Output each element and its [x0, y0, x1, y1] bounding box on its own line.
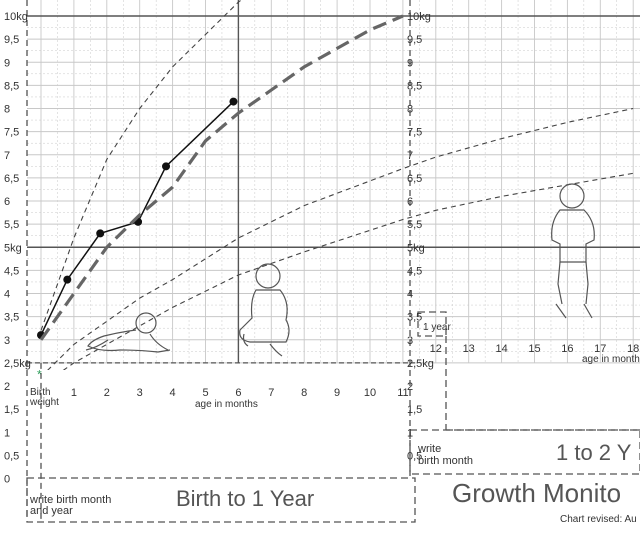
y-tick-label-left: 7 — [4, 150, 10, 162]
data-point — [162, 162, 170, 170]
y-tick-label-right: 1,5 — [407, 404, 422, 416]
x-tick-label: 9 — [334, 387, 340, 399]
y-tick-label-left: 6,5 — [4, 173, 19, 185]
write-birth-month-year-label: write birth month and year — [29, 494, 111, 517]
x-tick-label-right: 14 — [495, 343, 507, 355]
y-tick-label-right: 9,5 — [407, 34, 422, 46]
sitting-baby-icon — [240, 264, 289, 356]
revision-note: Chart revised: Au — [560, 514, 637, 525]
x-tick-label-right: 16 — [561, 343, 573, 355]
standing-toddler-icon — [552, 184, 595, 318]
y-tick-label-right: 4,5 — [407, 265, 422, 277]
data-point — [229, 98, 237, 106]
x-tick-label: 4 — [170, 387, 176, 399]
x-tick-label: 8 — [301, 387, 307, 399]
y-tick-label-right: 8,5 — [407, 80, 422, 92]
x-tick-label: 2 — [104, 387, 110, 399]
y-tick-label-left: 8 — [4, 104, 10, 116]
x-tick-label: 11 — [397, 387, 408, 399]
section-1-to-2-years: 1 to 2 Y — [556, 440, 632, 465]
y-tick-label-right: 7,5 — [407, 127, 422, 139]
y-tick-label-right: 8 — [407, 104, 413, 116]
x-tick-label-right: 13 — [463, 343, 475, 355]
one-year-label: 1 year — [423, 322, 451, 333]
section-birth-to-1-year: Birth to 1 Year — [176, 486, 314, 511]
y-tick-label-right: 3 — [407, 335, 413, 347]
y-tick-label-left: 8,5 — [4, 80, 19, 92]
axes — [27, 0, 640, 520]
y-tick-label-left: 6 — [4, 196, 10, 208]
write-birth-month-label: write birth month — [417, 443, 473, 467]
x-tick-label: 1 — [71, 387, 77, 399]
t-birth-weight-line: weight — [29, 397, 59, 408]
y-tick-label-left: 1,5 — [4, 404, 19, 416]
y-tick-label-right: 10kg — [407, 11, 431, 23]
y-tick-label-right: 5kg — [407, 242, 425, 254]
y-tick-label-left: 3 — [4, 335, 10, 347]
y-tick-label-left: 0,5 — [4, 450, 19, 462]
x-axis-label-right: age in months — [582, 354, 640, 365]
x-axis-label-left: age in months — [195, 399, 258, 410]
y-tick-label-right: 4 — [407, 289, 413, 301]
y-tick-label-left: 10kg — [4, 11, 28, 23]
x-tick-label-right: 15 — [528, 343, 540, 355]
chart-title: Growth Monito — [452, 478, 621, 508]
y-tick-label-left: 5kg — [4, 242, 22, 254]
y-tick-label-right: 1 — [407, 427, 413, 439]
y-tick-label-left: 2,5kg — [4, 358, 31, 370]
y-tick-label-right: 6 — [407, 196, 413, 208]
x-tick-label: 3 — [137, 387, 143, 399]
y-tick-label-left: 9,5 — [4, 34, 19, 46]
y-tick-label-right: 2,5kg — [407, 358, 434, 370]
y-tick-label-left: 2 — [4, 381, 10, 393]
data-point — [96, 229, 104, 237]
y-tick-label-right: 7 — [407, 150, 413, 162]
x-tick-label: 5 — [202, 387, 208, 399]
y-tick-label-left: 0 — [4, 474, 10, 486]
birth-marker: * — [37, 367, 42, 381]
x-tick-label: 10 — [364, 387, 376, 399]
y-tick-label-right: 3,5 — [407, 312, 422, 324]
y-tick-label-left: 5,5 — [4, 219, 19, 231]
grid — [27, 0, 640, 363]
t-write-right-line: write — [417, 443, 441, 455]
y-tick-label-right: 5,5 — [407, 219, 422, 231]
y-tick-label-left: 4 — [4, 289, 10, 301]
t-write-left-line: and year — [30, 505, 73, 517]
y-tick-label-right: 6,5 — [407, 173, 422, 185]
y-tick-label-right: 9 — [407, 57, 413, 69]
data-point — [63, 276, 71, 284]
x-tick-label: 7 — [268, 387, 274, 399]
y-tick-label-left: 9 — [4, 57, 10, 69]
x-tick-label-right: 12 — [430, 343, 442, 355]
t-write-right-line: birth month — [418, 455, 473, 467]
x-tick-label: 6 — [235, 387, 241, 399]
tick-labels: 0 0,5 1 1,5 2 2,5kg 3 3,5 4 4,5 5kg 5,5 6 6,5 7 7,5 8 8,5… — [4, 11, 639, 486]
y-tick-label-left: 1 — [4, 427, 10, 439]
birth-weight-label: Birth weight — [29, 387, 59, 408]
y-tick-label-left: 7,5 — [4, 127, 19, 139]
y-tick-label-left: 4,5 — [4, 265, 19, 277]
y-tick-label-left: 3,5 — [4, 312, 19, 324]
